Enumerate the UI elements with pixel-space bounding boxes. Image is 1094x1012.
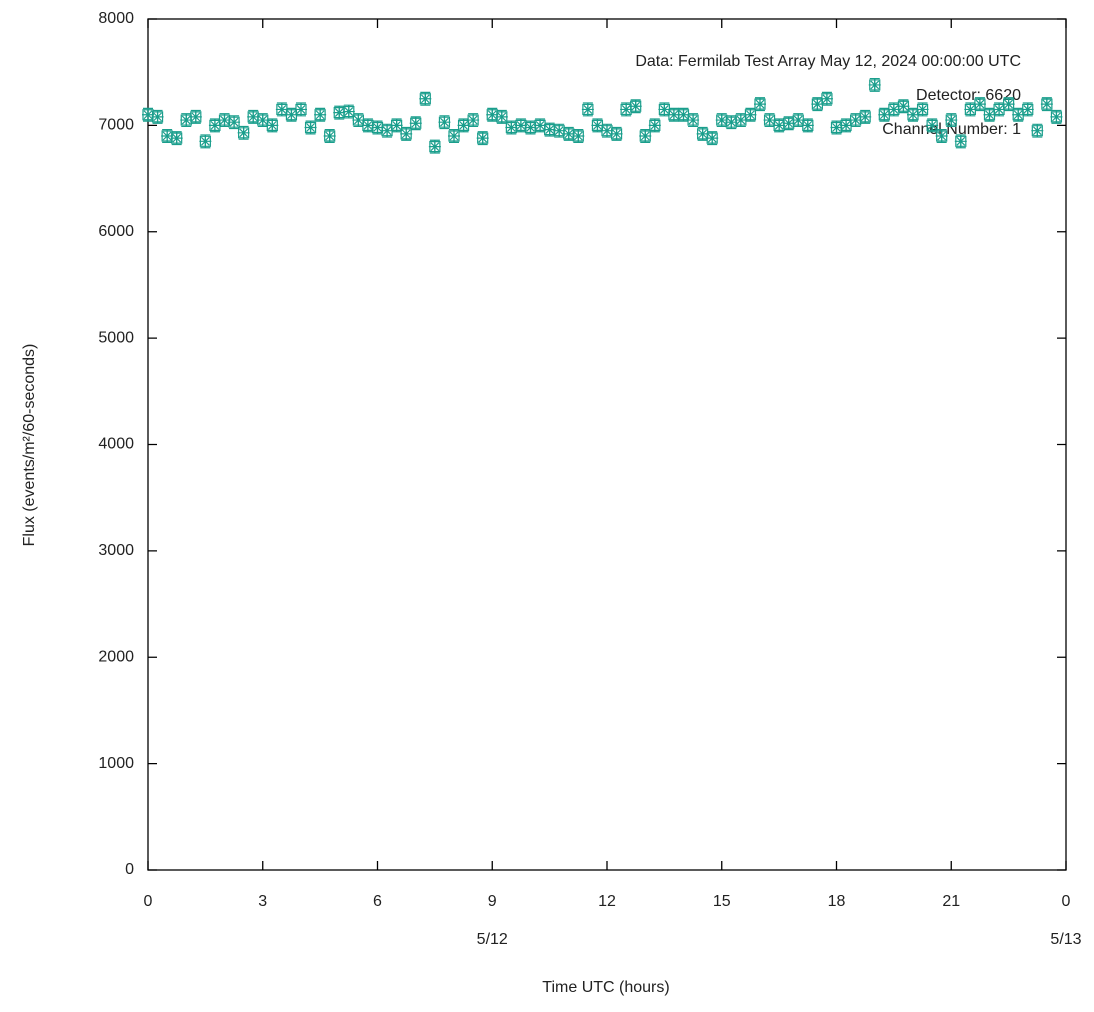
data-point — [687, 114, 700, 127]
data-point — [744, 108, 757, 121]
x-tick-label: 12 — [598, 893, 616, 910]
y-tick-label: 2000 — [98, 648, 134, 665]
data-point — [801, 119, 814, 132]
data-point — [180, 114, 193, 127]
data-point — [208, 119, 221, 132]
data-point — [754, 98, 766, 111]
data-point — [648, 119, 661, 132]
data-point — [725, 116, 738, 129]
x-tick-label: 6 — [373, 893, 382, 910]
x-tick-label: 0 — [1062, 893, 1071, 910]
y-tick-label: 3000 — [98, 542, 134, 559]
data-point — [1002, 98, 1015, 111]
data-point — [409, 117, 422, 130]
data-point — [476, 132, 489, 145]
data-point — [381, 124, 394, 137]
annotation: Data: Fermilab Test Array May 12, 2024 0… — [635, 53, 1021, 70]
data-point — [438, 116, 451, 129]
data-point — [495, 110, 508, 123]
data-point — [1031, 124, 1044, 137]
data-point — [926, 119, 939, 132]
y-axis-label: Flux (events/m²/60-seconds) — [21, 344, 38, 547]
data-point — [266, 119, 279, 132]
x-tick-label: 18 — [828, 893, 846, 910]
x-tick-label: 3 — [258, 893, 267, 910]
data-point — [830, 121, 843, 134]
x-tick-label: 9 — [488, 893, 497, 910]
annotation: Channel Number: 1 — [882, 121, 1021, 138]
data-point — [457, 119, 470, 132]
data-point — [887, 103, 900, 116]
data-point — [706, 132, 719, 145]
data-point — [629, 100, 642, 113]
data-point — [1040, 98, 1053, 111]
data-point — [419, 92, 432, 105]
data-point — [189, 110, 202, 123]
data-point — [773, 119, 786, 132]
data-point — [199, 135, 212, 148]
data-point — [170, 132, 183, 145]
data-point — [1050, 110, 1063, 123]
data-point — [916, 103, 929, 116]
y-tick-label: 5000 — [98, 329, 134, 346]
data-point — [840, 119, 853, 132]
data-point — [935, 130, 948, 143]
data-point — [572, 130, 585, 143]
x-tick-label: 21 — [942, 893, 960, 910]
data-point — [151, 110, 164, 123]
data-point — [237, 126, 250, 139]
data-point — [467, 114, 480, 127]
data-point — [285, 108, 298, 121]
y-tick-label: 4000 — [98, 436, 134, 453]
data-point — [620, 103, 633, 116]
data-point — [581, 103, 594, 116]
data-point — [314, 108, 327, 121]
data-point — [734, 114, 747, 127]
data-point — [782, 117, 795, 130]
data-point — [1012, 108, 1025, 121]
data-point — [610, 127, 623, 140]
data-point — [304, 121, 317, 134]
data-point — [983, 108, 996, 121]
data-point — [973, 98, 986, 111]
data-point — [878, 108, 891, 121]
data-point — [820, 92, 833, 105]
data-point — [868, 78, 881, 91]
data-point — [295, 103, 307, 116]
data-point — [228, 116, 241, 129]
date-tick-label: 5/12 — [477, 931, 508, 948]
y-tick-label: 8000 — [98, 10, 134, 27]
y-tick-label: 6000 — [98, 223, 134, 240]
data-point — [964, 103, 977, 116]
data-point — [859, 110, 872, 123]
data-point — [505, 121, 518, 134]
data-point — [448, 130, 460, 143]
data-point — [954, 135, 967, 148]
y-tick-label: 0 — [125, 861, 134, 878]
data-point — [428, 140, 441, 153]
data-point — [907, 108, 919, 121]
data-point — [323, 130, 336, 143]
data-point — [811, 98, 824, 111]
plot-frame — [147, 18, 1067, 871]
data-point — [400, 127, 413, 140]
data-point — [639, 130, 652, 143]
date-tick-label: 5/13 — [1050, 931, 1081, 948]
x-axis-label: Time UTC (hours) — [542, 979, 669, 996]
data-point — [945, 114, 958, 127]
data-point — [849, 114, 862, 127]
y-tick-label: 7000 — [98, 117, 134, 134]
x-tick-label: 0 — [144, 893, 153, 910]
x-tick-label: 15 — [713, 893, 731, 910]
y-tick-label: 1000 — [98, 755, 134, 772]
data-point — [993, 103, 1006, 116]
annotation: Detector: 6620 — [916, 87, 1021, 104]
data-point — [524, 121, 537, 134]
data-point — [1021, 103, 1034, 116]
